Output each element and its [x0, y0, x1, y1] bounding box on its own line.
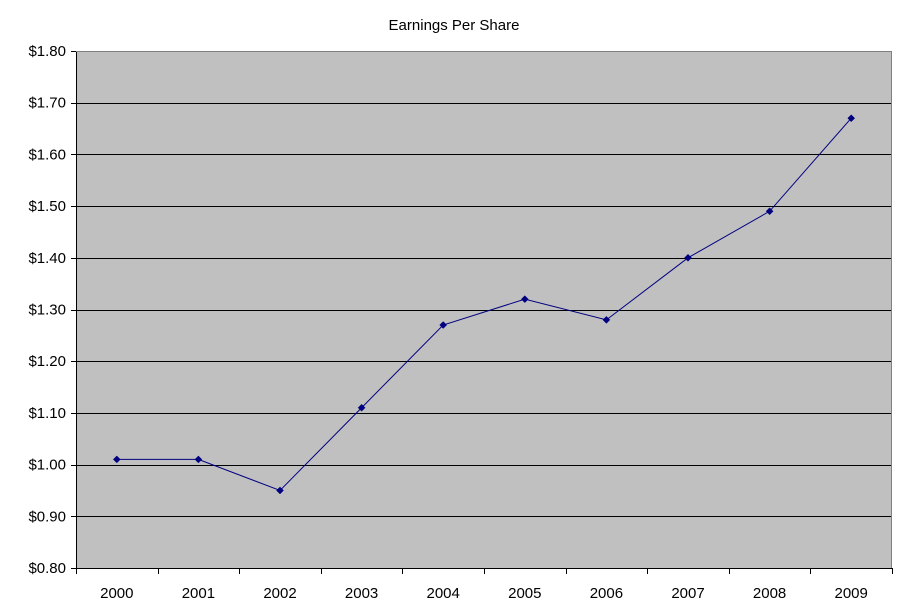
y-tick-label: $1.70	[28, 95, 66, 112]
y-tick-label: $0.80	[28, 560, 66, 577]
data-point	[194, 455, 203, 464]
data-point	[276, 486, 284, 495]
x-tick-label: 2002	[263, 585, 296, 602]
x-tick-label: 2009	[835, 585, 868, 602]
data-point	[602, 315, 611, 324]
data-point	[439, 321, 448, 329]
x-tick-label: 2001	[182, 585, 215, 602]
x-tick-label: 2000	[100, 585, 133, 602]
data-point	[112, 455, 121, 464]
y-tick-label: $1.60	[28, 146, 66, 163]
chart-title: Earnings Per Share	[389, 17, 520, 34]
x-tick-label: 2003	[345, 585, 378, 602]
x-tick-label: 2006	[590, 585, 623, 602]
series-line	[116, 117, 852, 492]
data-point	[765, 207, 774, 216]
data-point	[520, 295, 529, 304]
y-tick-label: $1.00	[28, 457, 66, 474]
y-tick-label: $1.30	[28, 302, 66, 319]
y-tick-label: $1.80	[28, 43, 66, 60]
y-tick-label: $1.50	[28, 198, 66, 215]
x-tick-label: 2008	[753, 585, 786, 602]
x-tick-label: 2007	[671, 585, 704, 602]
x-tick-label: 2005	[508, 585, 541, 602]
data-point	[357, 403, 366, 412]
data-point	[847, 114, 856, 123]
y-tick-label: $1.20	[28, 353, 66, 370]
y-tick-label: $1.40	[28, 250, 66, 267]
data-point	[684, 253, 692, 262]
y-tick-label: $0.90	[28, 508, 66, 525]
y-tick-label: $1.10	[28, 405, 66, 422]
x-tick-label: 2004	[427, 585, 460, 602]
plot-area	[76, 51, 892, 568]
